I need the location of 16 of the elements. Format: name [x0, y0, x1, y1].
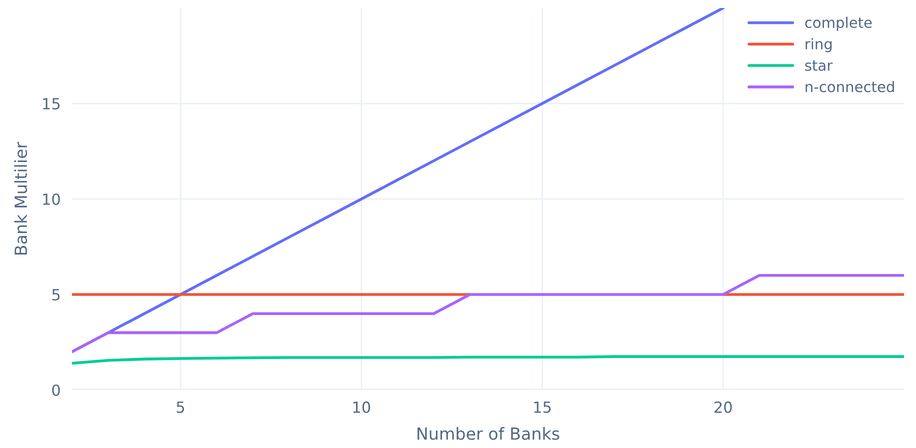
legend-label: star — [805, 60, 833, 71]
y-tick-label: 5 — [52, 289, 60, 301]
y-tick-label: 10 — [43, 193, 60, 206]
y-axis-title: Bank Multilier — [14, 142, 28, 254]
y-tick-label: 0 — [52, 384, 60, 396]
x-tick-label: 10 — [353, 401, 370, 413]
legend-label: complete — [805, 16, 872, 31]
line-series — [72, 355, 904, 365]
legend-label: n-connected — [806, 80, 894, 92]
line-series — [72, 274, 904, 354]
legend-label: ring — [806, 38, 832, 52]
x-tick-label: 15 — [534, 402, 551, 413]
x-axis-title: Number of Banks — [418, 427, 560, 440]
y-tick-label: 15 — [43, 98, 60, 110]
x-tick-label: 20 — [714, 401, 732, 413]
x-tick-label: 5 — [176, 402, 184, 413]
